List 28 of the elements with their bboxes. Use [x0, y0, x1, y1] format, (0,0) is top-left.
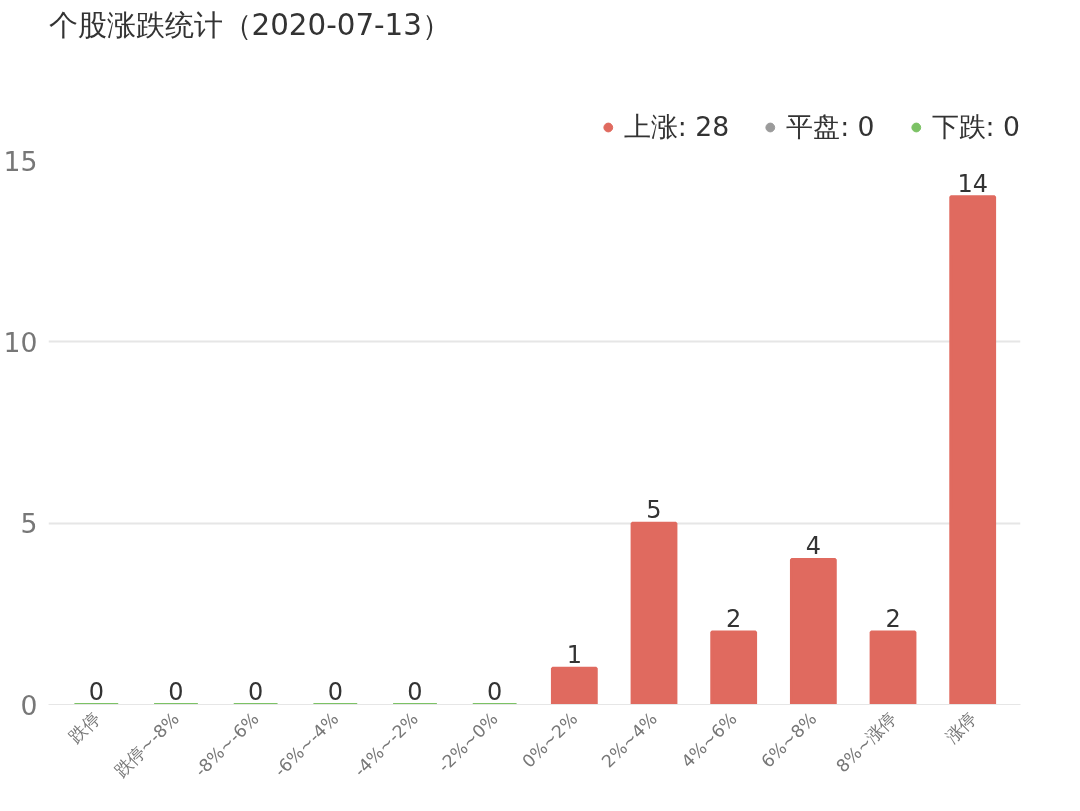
data-label: 2 [726, 604, 742, 633]
data-label: 0 [407, 677, 423, 706]
data-label: 14 [957, 169, 988, 198]
y-tick-label: 0 [20, 689, 38, 721]
y-tick-label: 15 [3, 145, 38, 177]
legend-label: 下跌: 0 [931, 110, 1020, 144]
data-label: 1 [566, 641, 582, 670]
legend-label: 平盘: 0 [786, 110, 875, 144]
bar [710, 630, 758, 705]
data-label: 5 [646, 496, 662, 525]
chart-title: 个股涨跌统计（2020-07-13） [48, 7, 451, 42]
y-tick-label: 5 [20, 508, 38, 540]
data-label: 0 [248, 677, 264, 706]
x-tick-label: 涨停 [941, 708, 980, 747]
x-tick-label: 跌停 [65, 708, 104, 747]
data-label: 0 [327, 677, 343, 706]
bar [949, 195, 997, 705]
data-label: 0 [487, 677, 503, 706]
data-label: 4 [805, 532, 821, 561]
y-tick-label: 10 [3, 326, 38, 358]
data-label: 0 [88, 677, 104, 706]
legend-label: 上涨: 28 [623, 110, 730, 144]
bar [869, 630, 917, 705]
bar [789, 557, 837, 705]
bar [630, 521, 678, 705]
data-label: 0 [168, 677, 184, 706]
data-label: 2 [885, 604, 901, 633]
bar [550, 666, 598, 705]
